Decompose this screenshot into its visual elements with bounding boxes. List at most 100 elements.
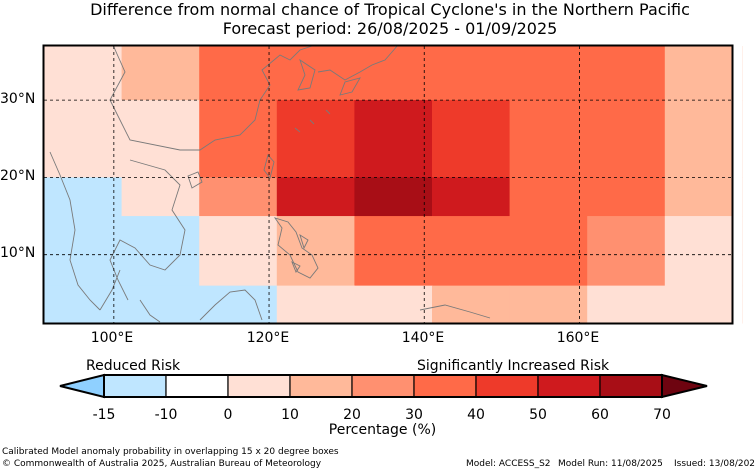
anomaly-cell [121, 177, 200, 217]
lon-label-160e: 160°E [556, 330, 600, 346]
anomaly-cell [44, 177, 123, 217]
colorbar-bin [289, 374, 353, 398]
lat-label-10n: 10°N [0, 245, 36, 261]
colorbar-tick: -15 [92, 407, 116, 423]
anomaly-cell [199, 46, 278, 101]
anomaly-cell [509, 46, 588, 101]
anomaly-cell [587, 254, 666, 287]
colorbar-tick: 50 [529, 407, 547, 423]
anomaly-cell [354, 46, 433, 101]
footer-model-run: Model Run: 11/08/2025 [558, 459, 663, 469]
colorbar-bin [103, 374, 167, 398]
anomaly-cell [354, 100, 433, 178]
colorbar-tick: 40 [467, 407, 485, 423]
colorbar-bin [599, 374, 663, 398]
anomaly-cell [199, 216, 278, 256]
anomaly-cell [664, 177, 733, 217]
anomaly-cell [742, 46, 743, 101]
anomaly-cell [121, 216, 200, 256]
anomaly-cell [587, 216, 666, 256]
colorbar-tick: 30 [405, 407, 423, 423]
anomaly-cell [664, 216, 733, 256]
anomaly-cell [587, 285, 666, 324]
lon-label-140e: 140°E [401, 330, 445, 346]
colorbar-bin [413, 374, 477, 398]
colorbar-tick: 0 [223, 407, 233, 423]
anomaly-cell [44, 216, 123, 256]
footer-model: Model: ACCESS_S2 [466, 459, 551, 469]
reduced-risk-label: Reduced Risk [86, 358, 181, 374]
colorbar-bin [227, 374, 291, 398]
anomaly-cell [742, 100, 743, 178]
anomaly-cell [354, 216, 433, 256]
anomaly-cell [199, 254, 278, 287]
anomaly-cell [354, 254, 433, 287]
footer-issued: Issued: 13/08/2025 [674, 459, 755, 469]
map-title: Difference from normal chance of Tropica… [90, 0, 690, 19]
anomaly-cell [664, 254, 733, 287]
anomaly-cell [432, 100, 511, 178]
colorbar-bin [537, 374, 601, 398]
colorbar-bin [475, 374, 539, 398]
anomaly-cell [276, 177, 355, 217]
anomaly-cell [44, 100, 123, 178]
map-frame [42, 44, 734, 325]
graticule [44, 46, 732, 323]
anomaly-cell [354, 285, 433, 324]
colorbar-bin [351, 374, 415, 398]
footer-copyright: © Commonwealth of Australia 2025, Austra… [2, 459, 322, 469]
colorbar-over-arrow [661, 373, 708, 399]
anomaly-cell [199, 177, 278, 217]
anomaly-cell [121, 254, 200, 287]
coastlines [49, 44, 491, 323]
colorbar-tick: 70 [653, 407, 671, 423]
anomaly-cell [276, 216, 355, 256]
anomaly-cell [432, 285, 511, 324]
anomaly-cell [354, 177, 433, 217]
anomaly-cell [432, 216, 511, 256]
anomaly-cell [664, 285, 733, 324]
anomaly-cell [44, 254, 123, 287]
anomaly-cell [509, 285, 588, 324]
anomaly-cell [664, 46, 733, 101]
anomaly-cell [276, 100, 355, 178]
colorbar-title: Percentage (%) [328, 422, 437, 438]
colorbar-frame [103, 374, 663, 398]
anomaly-cell [742, 177, 743, 217]
anomaly-cell [432, 254, 511, 287]
colorbar-under-arrow [59, 373, 105, 399]
anomaly-cell [276, 46, 355, 101]
anomaly-cell [509, 254, 588, 287]
anomaly-cell [664, 100, 733, 178]
lat-label-30n: 30°N [0, 91, 36, 107]
anomaly-cell [742, 285, 743, 324]
anomaly-cell [44, 46, 123, 101]
colorbar-tick: -10 [154, 407, 178, 423]
anomaly-cell [587, 177, 666, 217]
anomaly-cell [742, 254, 743, 287]
anomaly-cell [199, 100, 278, 178]
anomaly-cell [276, 285, 355, 324]
anomaly-cell [509, 216, 588, 256]
anomaly-cell [742, 216, 743, 256]
anomaly-cell [509, 100, 588, 178]
colorbar-tick: 10 [281, 407, 299, 423]
forecast-period: Forecast period: 26/08/2025 - 01/09/2025 [222, 19, 558, 38]
colorbar [59, 373, 708, 399]
lon-label-100e: 100°E [90, 330, 134, 346]
anomaly-cell [121, 285, 200, 324]
anomaly-cell [432, 46, 511, 101]
colorbar-bin [165, 374, 229, 398]
increased-risk-label: Significantly Increased Risk [417, 358, 610, 374]
colorbar-tick: 20 [343, 407, 361, 423]
anomaly-cell [509, 177, 588, 217]
footer-caption: Calibrated Model anomaly probability in … [2, 447, 339, 457]
anomaly-cell [121, 46, 200, 101]
anomaly-cell [199, 285, 278, 324]
anomaly-cells [44, 46, 743, 324]
colorbar-tick: 60 [591, 407, 609, 423]
anomaly-cell [587, 46, 666, 101]
anomaly-cell [587, 100, 666, 178]
lon-label-120e: 120°E [246, 330, 290, 346]
